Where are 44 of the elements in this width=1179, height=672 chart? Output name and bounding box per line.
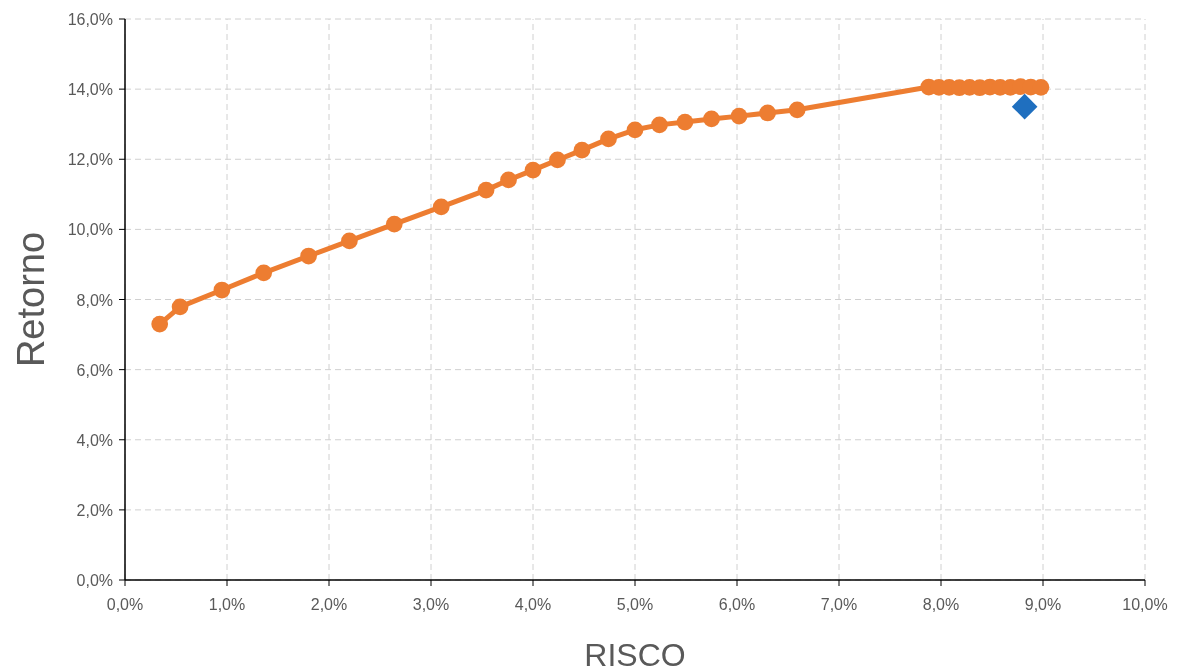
- point: [651, 116, 668, 134]
- point: [730, 107, 748, 125]
- point: [573, 141, 591, 159]
- point: [385, 215, 403, 233]
- point: [549, 151, 566, 169]
- y-tick-label: 4,0%: [76, 431, 113, 449]
- y-axis-title: Retorno: [10, 231, 52, 368]
- y-tick-label: 0,0%: [76, 572, 113, 589]
- point: [759, 104, 776, 122]
- y-tick-label: 2,0%: [76, 501, 113, 519]
- point: [500, 171, 517, 189]
- point: [341, 232, 358, 250]
- point: [788, 101, 806, 119]
- point: [1011, 93, 1038, 120]
- x-tick-label: 10,0%: [1122, 596, 1168, 613]
- point: [626, 121, 644, 139]
- x-tick-label: 2,0%: [310, 596, 348, 613]
- x-tick-label: 0,0%: [106, 596, 144, 613]
- point: [432, 198, 450, 216]
- y-tick-label: 12,0%: [67, 151, 113, 169]
- x-tick-label: 8,0%: [922, 596, 960, 613]
- y-tick-label: 6,0%: [76, 361, 113, 379]
- y-tick-label: 16,0%: [67, 11, 113, 28]
- point: [255, 264, 273, 282]
- x-tick-label: 9,0%: [1024, 596, 1062, 613]
- y-tick-label: 14,0%: [67, 81, 113, 99]
- point: [676, 113, 694, 131]
- point: [600, 130, 617, 148]
- point: [703, 110, 720, 128]
- x-tick-label: 4,0%: [514, 596, 552, 613]
- x-tick-label: 5,0%: [616, 596, 654, 613]
- point: [477, 181, 495, 199]
- y-tick-label: 10,0%: [67, 221, 113, 239]
- point: [151, 315, 169, 333]
- point: [213, 281, 231, 299]
- x-tick-label: 3,0%: [412, 596, 450, 613]
- x-tick-label: 6,0%: [718, 596, 756, 613]
- point: [300, 247, 317, 265]
- y-tick-label: 8,0%: [76, 291, 113, 309]
- point: [171, 298, 189, 316]
- point: [524, 161, 542, 179]
- x-tick-label: 7,0%: [820, 596, 858, 613]
- x-tick-label: 1,0%: [208, 596, 246, 613]
- x-axis-title: RISCO: [584, 637, 686, 672]
